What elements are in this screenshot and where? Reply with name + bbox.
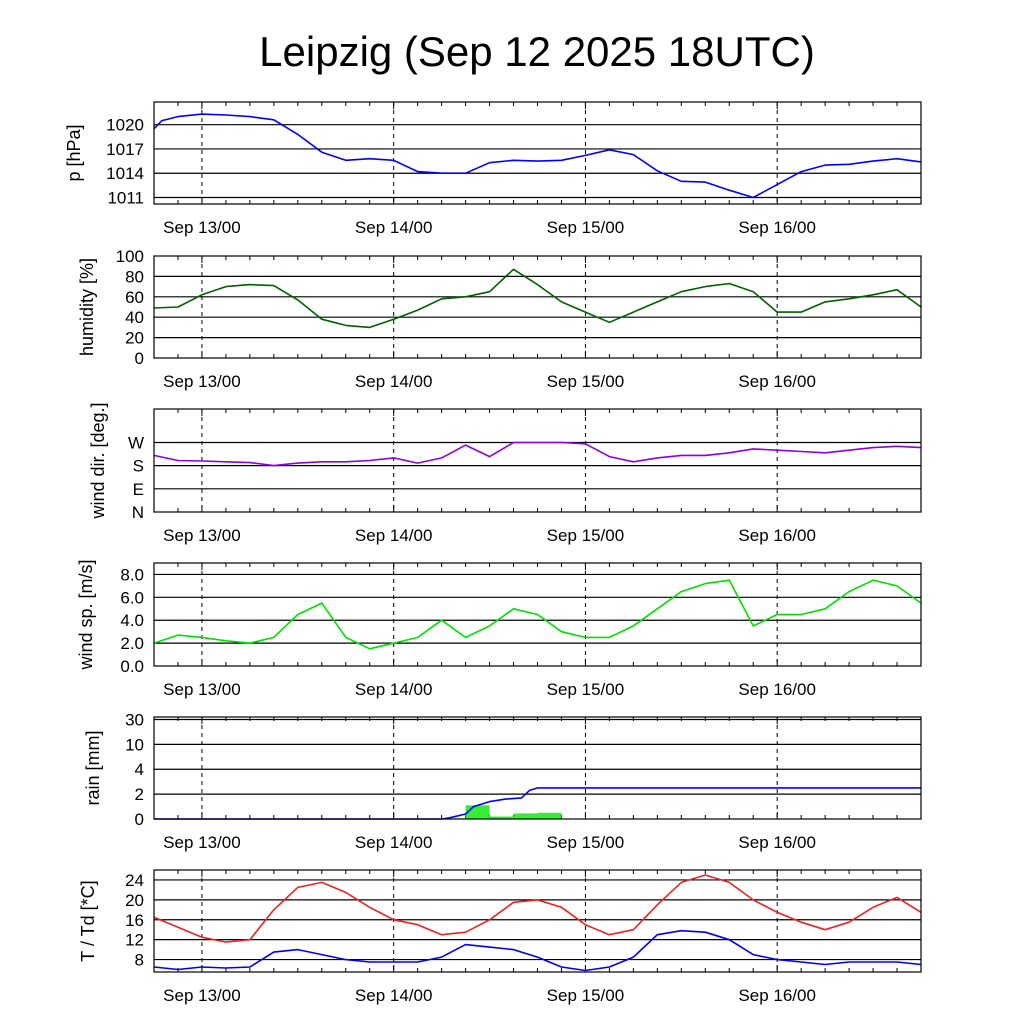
x-tick-label: Sep 15/00 <box>547 218 625 237</box>
y-tick-label: 24 <box>125 871 144 890</box>
x-tick-label: Sep 14/00 <box>355 986 433 1005</box>
series-wind-direction <box>153 441 922 467</box>
y-tick-label: S <box>133 457 144 476</box>
x-tick-label: Sep 16/00 <box>738 372 816 391</box>
y-tick-label: 1014 <box>106 164 144 183</box>
series-t <box>153 874 922 943</box>
plot-frame <box>153 408 922 513</box>
y-tick-label: 6.0 <box>120 588 144 607</box>
plot-frame <box>153 255 922 359</box>
x-tick-label: Sep 13/00 <box>163 526 241 545</box>
y-tick-label: 0.0 <box>120 657 144 676</box>
rain-bar <box>537 812 562 819</box>
x-tick-label: Sep 13/00 <box>163 833 241 852</box>
x-tick-label: Sep 13/00 <box>163 986 241 1005</box>
x-tick-label: Sep 13/00 <box>163 372 241 391</box>
plot-frame <box>153 869 922 973</box>
x-tick-label: Sep 14/00 <box>355 526 433 545</box>
y-tick-label: 80 <box>125 267 144 286</box>
y-tick-label: 100 <box>116 247 144 266</box>
rain-bar <box>513 813 538 819</box>
y-axis-label: wind sp. [m/s] <box>76 559 96 670</box>
x-tick-label: Sep 15/00 <box>547 526 625 545</box>
x-tick-label: Sep 15/00 <box>547 986 625 1005</box>
plot-frame <box>153 716 922 820</box>
y-tick-label: 16 <box>125 911 144 930</box>
x-tick-label: Sep 14/00 <box>355 680 433 699</box>
y-axis-label: p [hPa] <box>64 124 84 181</box>
y-tick-label: 20 <box>125 329 144 348</box>
y-tick-label: 20 <box>125 891 144 910</box>
rain-bar <box>489 816 514 819</box>
series-humidity <box>153 268 922 329</box>
series-wind-speed <box>153 579 922 650</box>
plot-frame <box>153 101 922 205</box>
y-tick-label: 1011 <box>107 189 144 208</box>
panel-wind_speed: 0.0 2.0 4.0 6.0 8.0 Sep 13/00 Sep 14/00 Sep 15/… <box>76 559 922 699</box>
rain-bar <box>465 805 490 819</box>
panel-pressure: 1011 1014 1017 1020 Sep 13/00 Sep 14/00 Sep 15… <box>64 101 922 237</box>
y-tick-label: W <box>128 433 144 452</box>
x-tick-label: Sep 13/00 <box>163 680 241 699</box>
y-axis-label: T / Td [*C] <box>78 880 98 961</box>
x-tick-label: Sep 16/00 <box>738 680 816 699</box>
x-tick-label: Sep 16/00 <box>738 833 816 852</box>
y-axis-label: humidity [%] <box>77 258 97 356</box>
plot-frame <box>153 562 922 667</box>
y-tick-label: 0 <box>135 349 144 368</box>
series-td <box>153 929 922 972</box>
x-tick-label: Sep 15/00 <box>547 680 625 699</box>
y-tick-label: 10 <box>125 735 144 754</box>
y-tick-label: 4 <box>135 760 144 779</box>
x-tick-label: Sep 16/00 <box>738 526 816 545</box>
y-tick-label: 12 <box>125 931 144 950</box>
series-accumulated-rain <box>154 787 921 820</box>
x-tick-label: Sep 14/00 <box>355 833 433 852</box>
x-tick-label: Sep 16/00 <box>738 986 816 1005</box>
y-tick-label: N <box>132 503 144 522</box>
y-tick-label: 40 <box>125 308 144 327</box>
x-tick-label: Sep 14/00 <box>355 218 433 237</box>
y-tick-label: 8.0 <box>120 565 144 584</box>
x-tick-label: Sep 15/00 <box>547 372 625 391</box>
y-tick-label: 4.0 <box>120 611 144 630</box>
y-tick-label: 30 <box>125 710 144 729</box>
y-tick-label: 8 <box>135 951 144 970</box>
x-tick-label: Sep 13/00 <box>163 218 241 237</box>
x-tick-label: Sep 14/00 <box>355 372 433 391</box>
y-tick-label: 60 <box>125 288 144 307</box>
y-axis-label: rain [mm] <box>83 730 103 805</box>
y-tick-label: 1017 <box>106 140 144 159</box>
x-tick-label: Sep 16/00 <box>738 218 816 237</box>
x-tick-label: Sep 15/00 <box>547 833 625 852</box>
series-pressure <box>153 113 922 199</box>
y-tick-label: 2.0 <box>120 634 144 653</box>
panel-rain: 0 2 4 10 30 Sep 13/00 Sep 14/00 Sep 15/00 Sep 16… <box>83 710 922 852</box>
y-tick-label: 1020 <box>106 116 144 135</box>
y-tick-label: 0 <box>135 810 144 829</box>
y-tick-label: 2 <box>135 785 144 804</box>
y-tick-label: E <box>133 480 144 499</box>
chart-title: Leipzig (Sep 12 2025 18UTC) <box>259 28 815 75</box>
y-axis-label: wind dir. [deg.] <box>88 402 108 519</box>
